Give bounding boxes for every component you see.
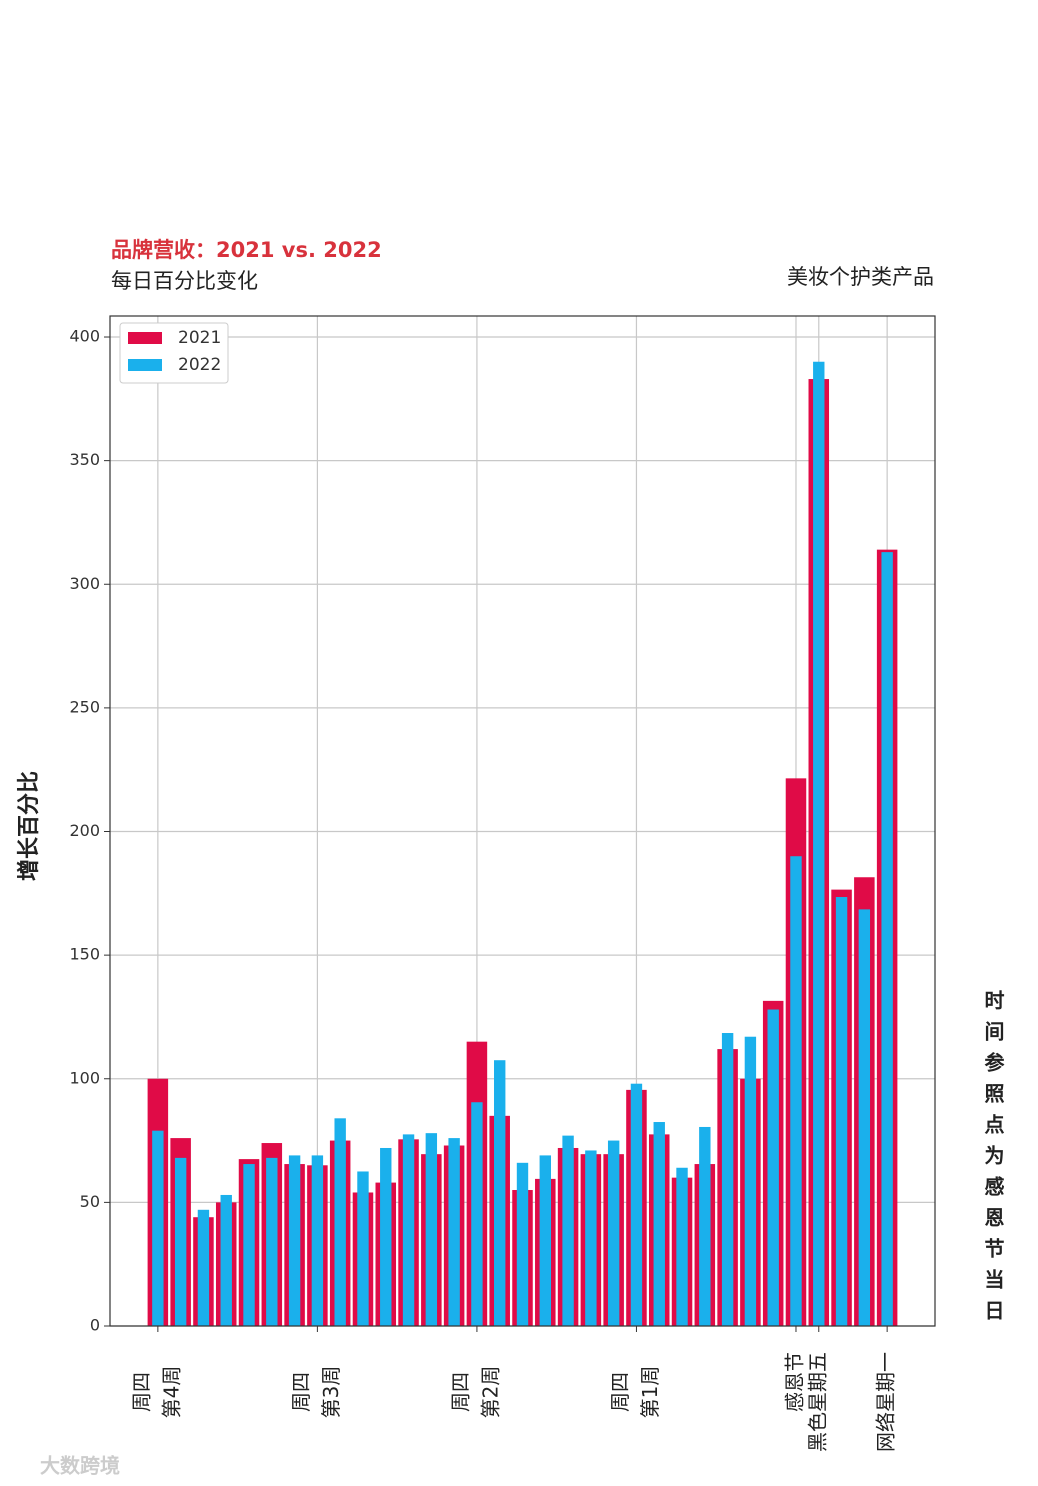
bar — [699, 1126, 711, 1326]
legend-label: 2021 — [178, 328, 221, 348]
bar — [539, 1155, 551, 1326]
bar — [835, 897, 848, 1326]
x-tick-label: 黑色星期五 — [805, 1352, 829, 1452]
bar — [448, 1138, 460, 1326]
bar — [767, 1009, 779, 1326]
y-tick-label: 400 — [69, 327, 100, 346]
bar — [402, 1134, 415, 1326]
watermark: 大数跨境 — [40, 1454, 120, 1478]
y-tick-label: 250 — [69, 697, 100, 716]
x-tick-label: 周四 — [289, 1372, 313, 1412]
bar — [380, 1147, 392, 1326]
bar — [494, 1060, 506, 1326]
y-tick-label: 300 — [69, 574, 100, 593]
x-tick-label: 第4周 — [159, 1366, 183, 1419]
bar — [607, 1140, 620, 1326]
x-tick-label: 第1周 — [638, 1366, 662, 1419]
corner-note: 美妆个护类产品 — [787, 265, 934, 289]
legend-swatch — [128, 359, 162, 371]
x-tick-label: 网络星期一 — [874, 1352, 898, 1452]
x-tick-label: 周四 — [608, 1372, 632, 1412]
x-tick-label: 周四 — [129, 1372, 153, 1412]
bar — [676, 1167, 688, 1326]
bar — [266, 1157, 278, 1326]
bar — [152, 1130, 164, 1326]
bar — [744, 1036, 757, 1326]
bar — [243, 1164, 255, 1326]
bar — [881, 552, 893, 1326]
x-tick-label: 第3周 — [319, 1366, 343, 1419]
bar — [471, 1102, 483, 1326]
x-tick-label: 周四 — [448, 1372, 472, 1412]
bar — [220, 1194, 232, 1326]
bar — [858, 909, 871, 1326]
y-tick-label: 350 — [69, 450, 100, 469]
bar — [630, 1083, 643, 1326]
bar — [562, 1135, 574, 1326]
bar — [357, 1171, 369, 1326]
y-tick-label: 0 — [90, 1316, 100, 1335]
plot-frame — [109, 315, 936, 1327]
y-tick-label: 50 — [80, 1192, 100, 1211]
bar — [790, 856, 802, 1326]
bar — [311, 1155, 324, 1326]
y-tick-label: 100 — [69, 1068, 100, 1087]
bar — [334, 1118, 346, 1326]
y-tick-label: 200 — [69, 821, 100, 840]
x-tick-label: 第2周 — [478, 1366, 502, 1419]
x-axis-note: 时间参照点为感恩节当日 — [981, 990, 1005, 1331]
chart-subtitle: 每日百分比变化 — [111, 269, 258, 293]
y-axis-label: 增长百分比 — [16, 771, 42, 881]
bar — [585, 1150, 597, 1326]
y-tick-label: 150 — [69, 945, 100, 964]
bar — [197, 1209, 210, 1326]
bar — [288, 1155, 301, 1326]
bar — [721, 1033, 734, 1326]
bar — [653, 1122, 665, 1326]
bar — [813, 361, 825, 1327]
legend-label: 2022 — [178, 355, 221, 375]
chart-title: 品牌营收：2021 vs. 2022 — [111, 238, 382, 262]
bar — [516, 1162, 529, 1326]
bar — [425, 1133, 438, 1326]
bar — [174, 1157, 187, 1326]
legend-swatch — [128, 332, 162, 344]
x-tick-label: 感恩节 — [782, 1352, 806, 1412]
